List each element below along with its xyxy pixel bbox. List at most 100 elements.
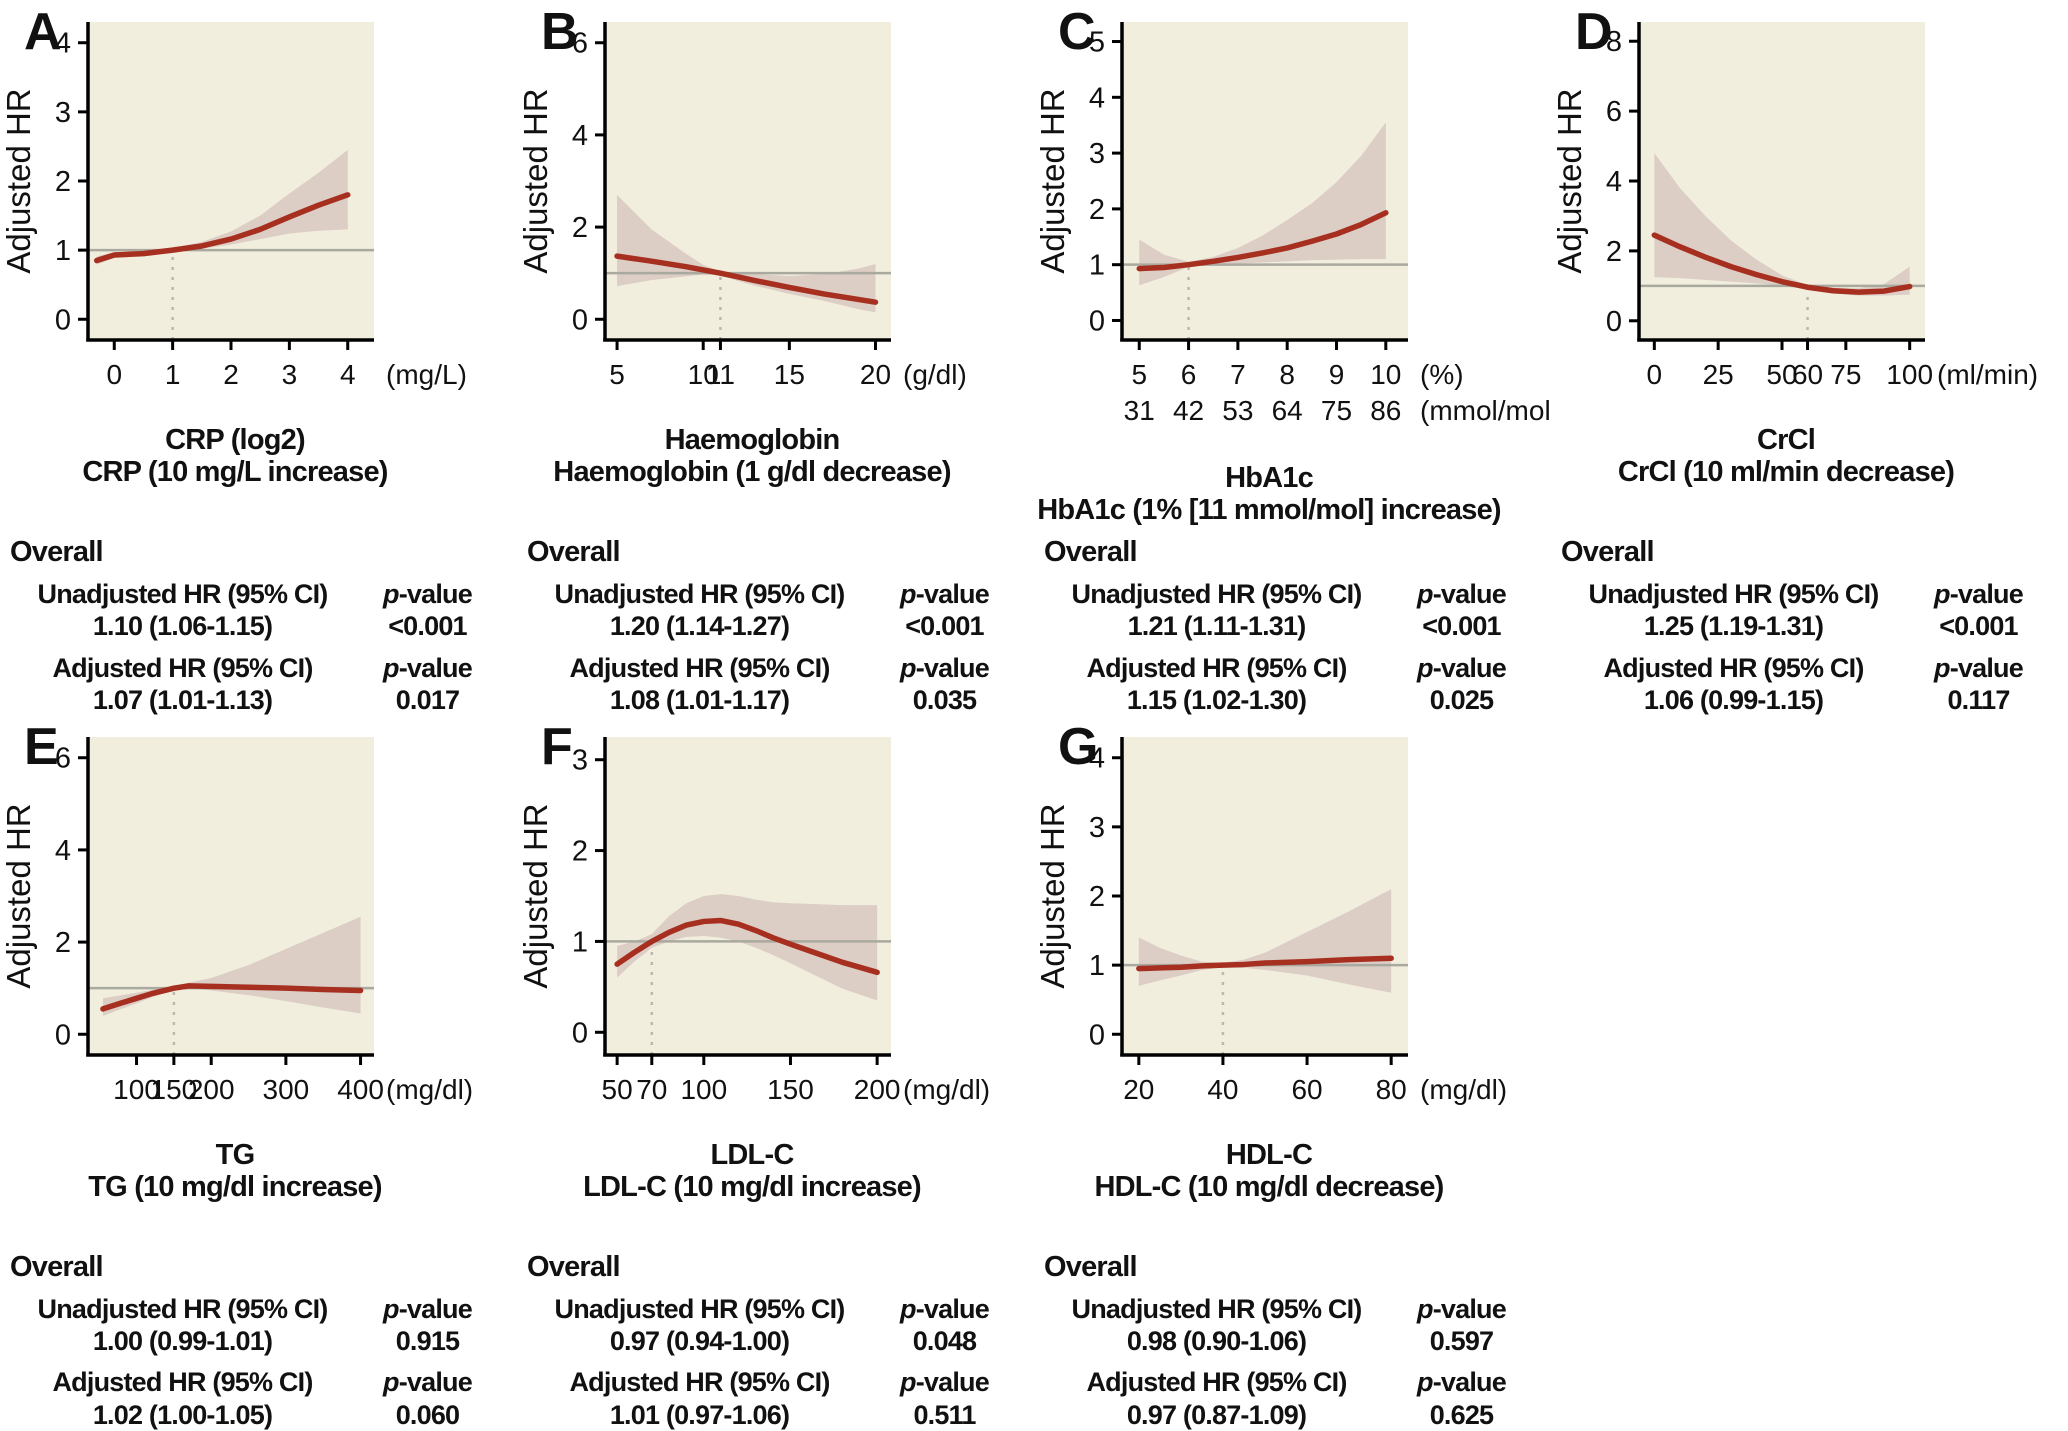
hr-label: Unadjusted HR (95% CI) [554,1293,846,1324]
y-tick-label: 5 [1089,27,1105,59]
panel-letter: F [541,717,573,776]
p-column: p-value 0.597 [1389,1293,1534,1358]
chart-subtitle: CRP (10 mg/L increase) [82,456,388,489]
x-tick-label: 200 [188,1074,235,1105]
hr-curve [614,917,880,975]
hr-label: Unadjusted HR (95% CI) [37,579,329,609]
p-value: <0.001 [1422,611,1501,642]
chart-subtitle: Haemoglobin (1 g/dl decrease) [553,456,951,489]
hr-curve [94,192,351,264]
x-tick-label: 7 [1230,359,1246,390]
y-tick-label: 0 [1606,306,1622,338]
table-row: Unadjusted HR (95% CI) 1.25 (1.19-1.31) p-… [1561,578,2068,643]
y-tick-label: 0 [1089,305,1105,337]
y-tick-label: 2 [1089,194,1105,226]
plot-background [1122,736,1408,1055]
hr-column: Unadjusted HR (95% CI) 1.20 (1.14-1.27) [527,578,872,643]
y-tick-label: 0 [55,304,71,336]
x-tick-label-secondary: 42 [1173,395,1204,426]
hr-curve [614,253,879,305]
hr-label: Adjusted HR (95% CI) [1603,652,1864,683]
overall-label: Overall [10,536,104,568]
chart-subtitle: HDL-C (10 mg/dl decrease) [1094,1171,1444,1204]
x-tick-label: 9 [1329,359,1345,390]
x-tick-label: 60 [1792,359,1823,390]
x-tick-label: 6 [1181,359,1197,390]
hr-table: Overall Unadjusted HR (95% CI) 1.00 (0.99… [10,1251,517,1431]
x-tick-label: 3 [282,359,298,390]
x-axis-unit: (mg/dl) [386,1074,473,1105]
hr-table: Overall Unadjusted HR (95% CI) 1.20 (1.14… [527,536,1034,717]
p-column: p-value 0.060 [355,1366,500,1431]
p-value: 0.597 [1429,1325,1494,1356]
table-row: Unadjusted HR (95% CI) 0.97 (0.94-1.00) p-… [527,1293,1034,1358]
chart-title-block: HDL-C HDL-C (10 mg/dl decrease) [1034,1139,1504,1204]
hr-column: Unadjusted HR (95% CI) 1.10 (1.06-1.15) [10,578,355,643]
hr-value: 1.00 (0.99-1.01) [92,1325,273,1356]
chart-subtitle: HbA1c (1% [11 mmol/mol] increase) [1037,494,1501,527]
y-tick-label: 3 [572,744,588,776]
y-tick-label: 6 [55,742,71,774]
hr-curve [1136,210,1389,272]
x-axis-unit: (g/dl) [903,359,967,390]
x-tick-label: 25 [1703,359,1734,390]
x-tick-label: 75 [1830,359,1861,390]
table-row: Unadjusted HR (95% CI) 0.98 (0.90-1.06) p-… [1044,1293,1551,1358]
y-axis-label: Adjusted HR [0,803,37,988]
p-value-label: p-value [383,652,473,683]
p-value: 0.915 [395,1325,460,1356]
chart-area: D 0 2 4 6 8 0 25 50 60 75 100 (ml/min) Adjusted HR C… [1551,6,2068,522]
y-axis-label: Adjusted HR [517,803,554,988]
hr-value: 0.97 (0.94-1.00) [609,1325,790,1356]
p-column: p-value 0.025 [1389,652,1534,717]
p-column: p-value 0.625 [1389,1366,1534,1431]
y-tick-label: 2 [1089,881,1105,913]
table-row: Adjusted HR (95% CI) 1.01 (0.97-1.06) p-va… [527,1366,1034,1431]
p-column: p-value 0.915 [355,1293,500,1358]
y-tick-label: 4 [572,120,588,152]
x-tick-label-secondary: 64 [1272,395,1303,426]
hr-column: Adjusted HR (95% CI) 1.06 (0.99-1.15) [1561,652,1906,717]
hr-label: Unadjusted HR (95% CI) [37,1293,329,1324]
table-row: Adjusted HR (95% CI) 0.97 (0.87-1.09) p-va… [1044,1366,1551,1431]
y-tick-label: 1 [572,926,588,958]
p-value: 0.025 [1429,685,1494,716]
hr-value: 0.98 (0.90-1.06) [1126,1325,1307,1356]
table-row: Unadjusted HR (95% CI) 1.21 (1.11-1.31) p-… [1044,578,1551,643]
hr-label: Unadjusted HR (95% CI) [1588,579,1880,609]
table-row: Adjusted HR (95% CI) 1.07 (1.01-1.13) p-va… [10,652,517,717]
chart-area: B 0 2 4 6 5 10 11 15 20 (g/dl) Adjusted HR Haemogl… [517,6,1034,522]
y-tick-label: 0 [55,1019,71,1051]
p-value-label: p-value [900,652,990,683]
x-tick-label: 200 [854,1074,901,1105]
x-tick-label: 60 [1291,1074,1322,1105]
table-row: Unadjusted HR (95% CI) 1.00 (0.99-1.01) p-… [10,1293,517,1358]
x-tick-label-secondary: 75 [1321,395,1352,426]
table-row: Adjusted HR (95% CI) 1.15 (1.02-1.30) p-va… [1044,652,1551,717]
y-tick-label: 8 [1606,26,1622,58]
hr-column: Adjusted HR (95% CI) 1.02 (1.00-1.05) [10,1366,355,1431]
y-tick-label: 1 [55,235,71,267]
panel-letter: C [1058,3,1096,61]
panel: C 0 1 2 3 4 5 5 31 6 42 7 53 8 64 9 75 10 86 (%) (mmol/mol)… [1034,6,1551,717]
chart-title: CrCl [1756,424,1816,456]
chart-title: HDL-C [1225,1138,1313,1171]
table-row: Adjusted HR (95% CI) 1.02 (1.00-1.05) p-va… [10,1366,517,1431]
hr-curve [1651,232,1913,295]
p-value: 0.511 [913,1399,976,1430]
chart-area: E 0 2 4 6 100 150 200 300 400 (mg/dl) Adjusted HR … [0,721,517,1237]
x-tick-label: 80 [1376,1074,1407,1105]
chart-area: C 0 1 2 3 4 5 5 31 6 42 7 53 8 64 9 75 10 86 (%) (mmol/mol)… [1034,3,1551,526]
p-value: 0.060 [395,1399,460,1430]
x-tick-label: 11 [706,359,735,390]
y-tick-label: 1 [1089,250,1105,282]
overall-label: Overall [1044,1250,1138,1283]
p-value: 0.017 [395,685,460,716]
hr-value: 0.97 (0.87-1.09) [1126,1399,1307,1430]
y-tick-label: 3 [1089,138,1105,170]
p-column: p-value 0.511 [872,1366,1017,1431]
chart-title: TG [215,1138,255,1171]
chart-title-block: HbA1c HbA1c (1% [11 mmol/mol] increase) [1034,462,1504,527]
hr-label: Adjusted HR (95% CI) [1086,1367,1347,1398]
